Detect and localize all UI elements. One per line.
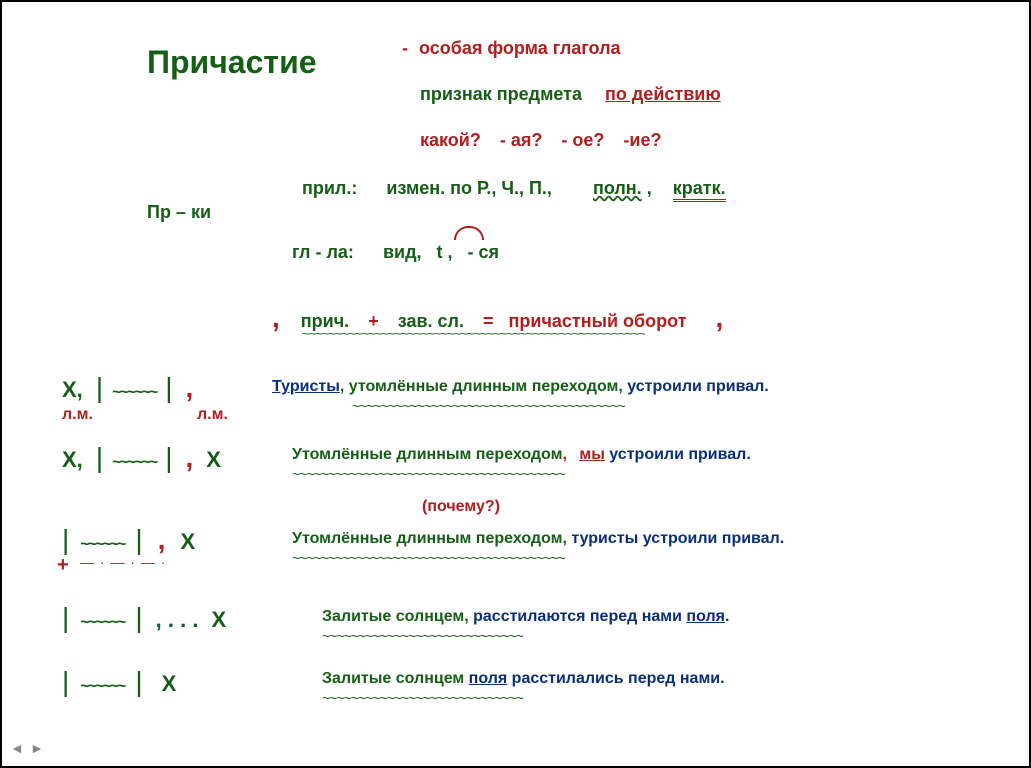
x5: X [162,671,177,696]
dashdot: — · — · — · [80,554,166,570]
bar: | [135,602,142,633]
prev-icon[interactable]: ◄ [10,740,28,758]
wavy-ex5: ~~~~~~~~~~~~~~~~~~~~~~~~~~~~ [322,690,523,706]
ex4-word: поля [686,608,725,625]
comma2: , [716,302,724,333]
wavy1: ~~~~~~ [112,384,156,401]
ex2-rest: устроили привал. [605,446,751,463]
title: Причастие [147,44,317,81]
dash: - [402,38,408,58]
wavy-turnover: ~~~~~~~~~~~~~~~~~~~~~~~~~~~~~~~~~~~~~~~~… [302,326,645,341]
sign-label: признак предмета [420,84,582,104]
bar: | [62,602,69,633]
ex3-pre: Утомлённые длинным переходом, [292,530,567,547]
prki-label: Пр – ки [147,202,211,223]
which: какой? [420,130,481,150]
wavy-ex4: ~~~~~~~~~~~~~~~~~~~~~~~~~~~~ [322,628,523,644]
wavy-ex2: ~~~~~~~~~~~~~~~~~~~~~~~~~~~~~~~~~~~~~~ [292,466,565,482]
ex1-mid: , утомлённые длинным переходом, [340,378,623,395]
comma: , [185,442,193,473]
special-form: особая форма глагола [419,38,621,58]
bar: | [96,372,103,403]
by-action: по действию [605,84,721,104]
why: (почему?) [422,498,500,516]
wavy5: ~~~~~~ [80,678,124,695]
ex4-dot: . [725,608,729,625]
verb-label: гл - ла: [292,242,354,262]
ie: -ие? [623,130,661,150]
bar: | [62,524,69,555]
x2b: X [206,447,221,472]
comma: , [647,178,652,198]
wavy3: ~~~~~~ [80,536,124,553]
ex3-rest: устроили привал. [643,530,784,547]
lm2: л.м. [197,406,228,424]
bar: | [96,442,103,473]
wavy4: ~~~~~~ [80,614,124,631]
aya: - ая? [500,130,543,150]
ex1-subject: Туристы [272,378,340,395]
x2a: X, [62,447,83,472]
ex2-my: мы [579,446,605,463]
ex3-mid: туристы [567,530,643,547]
poln: полн. [593,178,642,198]
kratk: кратк. [673,178,726,202]
ex4-pre: Залитые солнцем, [322,608,469,625]
bar: | [135,666,142,697]
plus3: + [57,554,69,577]
x1: X, [62,377,83,402]
x4: X [211,607,226,632]
dots: , . . . [156,607,199,632]
ex2-comma: , [562,446,566,463]
wavy-ex1: ~~~~~~~~~~~~~~~~~~~~~~~~~~~~~~~~~~~~~~ [352,398,625,414]
lm1: л.м. [62,406,93,424]
ex2-pre: Утомлённые длинным переходом [292,446,562,463]
ex5-rest: расстилались перед нами. [507,670,724,687]
ex5-pre: Залитые солнцем [322,670,469,687]
t: t , [437,242,453,262]
wavy-ex3: ~~~~~~~~~~~~~~~~~~~~~~~~~~~~~~~~~~~~~~ [292,550,565,566]
sya: - ся [468,242,500,262]
vid: вид, [383,242,422,262]
ex4-mid: расстилаются перед нами [469,608,687,625]
ex1-end: устроили привал. [623,378,769,395]
comma1: , [272,302,280,333]
bar: | [62,666,69,697]
bar: | [165,442,172,473]
adj-label: прил.: [302,178,357,198]
adj-change: измен. по Р., Ч., П., [386,178,552,198]
comma: , [185,372,193,403]
comma: , [158,524,166,555]
x3: X [180,529,195,554]
wavy2: ~~~~~~ [112,454,156,471]
oe: - ое? [561,130,604,150]
bar: | [165,372,172,403]
next-icon[interactable]: ► [30,740,48,758]
bar: | [135,524,142,555]
cap-icon [454,226,484,240]
ex5-word: поля [469,670,508,687]
